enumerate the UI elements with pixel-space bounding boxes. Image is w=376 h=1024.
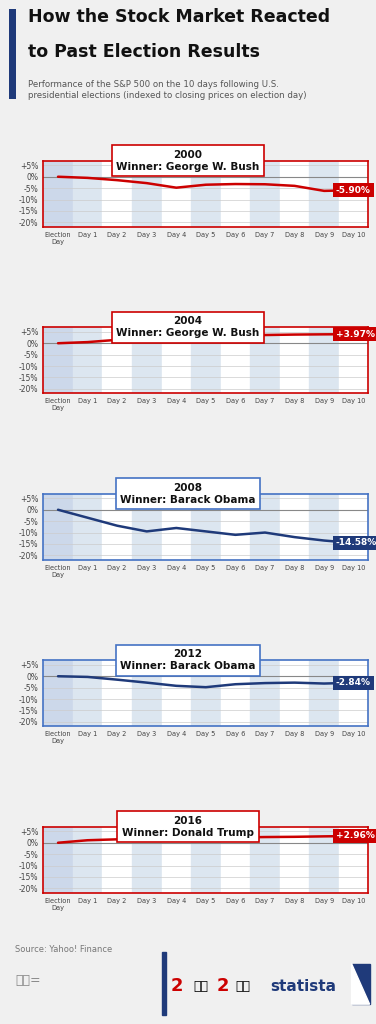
Bar (221, 494, 250, 560)
Bar (250, 494, 280, 560)
Bar (352, 964, 370, 1005)
Bar (132, 161, 162, 227)
Text: -14.58%: -14.58% (336, 539, 376, 548)
Text: to Past Election Results: to Past Election Results (28, 43, 260, 61)
Bar (162, 161, 191, 227)
Text: How the Stock Market Reacted: How the Stock Market Reacted (28, 7, 331, 26)
Text: -5.90%: -5.90% (336, 185, 371, 195)
Text: 2: 2 (171, 977, 183, 995)
Bar (73, 826, 102, 893)
Bar (102, 328, 132, 393)
Bar (309, 660, 339, 726)
Bar (191, 494, 221, 560)
Bar (250, 660, 280, 726)
Text: -2.84%: -2.84% (336, 678, 371, 687)
Bar (132, 660, 162, 726)
Bar (102, 494, 132, 560)
Bar (73, 494, 102, 560)
Text: +3.97%: +3.97% (336, 330, 375, 339)
Bar (43, 328, 73, 393)
Bar (339, 660, 368, 726)
Bar (221, 826, 250, 893)
Bar (43, 826, 73, 893)
Bar (191, 660, 221, 726)
Bar (102, 161, 132, 227)
Bar (221, 660, 250, 726)
Bar (309, 161, 339, 227)
Bar (309, 826, 339, 893)
Bar (280, 826, 309, 893)
Bar (191, 161, 221, 227)
Bar (280, 660, 309, 726)
Bar (73, 328, 102, 393)
Bar (339, 328, 368, 393)
Text: 2008
Winner: Barack Obama: 2008 Winner: Barack Obama (120, 483, 256, 505)
Bar (250, 826, 280, 893)
Bar (132, 328, 162, 393)
Bar (339, 826, 368, 893)
Bar (102, 826, 132, 893)
Bar (132, 826, 162, 893)
Bar (73, 161, 102, 227)
Text: 🇺🇸: 🇺🇸 (194, 980, 209, 992)
Bar (191, 826, 221, 893)
Bar (191, 328, 221, 393)
Bar (162, 328, 191, 393)
Bar (73, 660, 102, 726)
Text: Performance of the S&P 500 on the 10 days following U.S.
presidential elections : Performance of the S&P 500 on the 10 day… (28, 80, 307, 100)
Bar (309, 494, 339, 560)
Bar (162, 952, 166, 1015)
Polygon shape (352, 964, 370, 1005)
Text: Source: Yahoo! Finance: Source: Yahoo! Finance (15, 945, 112, 953)
Bar (221, 161, 250, 227)
Text: statista: statista (271, 979, 337, 993)
Text: 2012
Winner: Barack Obama: 2012 Winner: Barack Obama (120, 649, 256, 671)
Bar (280, 328, 309, 393)
Bar (162, 660, 191, 726)
Bar (339, 161, 368, 227)
Bar (309, 328, 339, 393)
Bar (43, 161, 73, 227)
Text: 2004
Winner: George W. Bush: 2004 Winner: George W. Bush (117, 316, 259, 338)
Bar (132, 494, 162, 560)
Bar (250, 161, 280, 227)
Bar (280, 161, 309, 227)
Bar (221, 328, 250, 393)
Bar (162, 826, 191, 893)
Bar (339, 494, 368, 560)
Bar (43, 660, 73, 726)
FancyBboxPatch shape (9, 8, 16, 99)
Bar (280, 494, 309, 560)
Text: 2000
Winner: George W. Bush: 2000 Winner: George W. Bush (117, 150, 259, 172)
Bar (250, 328, 280, 393)
Bar (43, 494, 73, 560)
Text: 2016
Winner: Donald Trump: 2016 Winner: Donald Trump (122, 816, 254, 838)
Text: 🇺🇸: 🇺🇸 (235, 980, 250, 992)
Bar (102, 660, 132, 726)
Text: Ⓒⓘ=: Ⓒⓘ= (15, 974, 41, 987)
Bar (162, 494, 191, 560)
Text: +2.96%: +2.96% (336, 831, 375, 841)
Text: 2: 2 (216, 977, 229, 995)
